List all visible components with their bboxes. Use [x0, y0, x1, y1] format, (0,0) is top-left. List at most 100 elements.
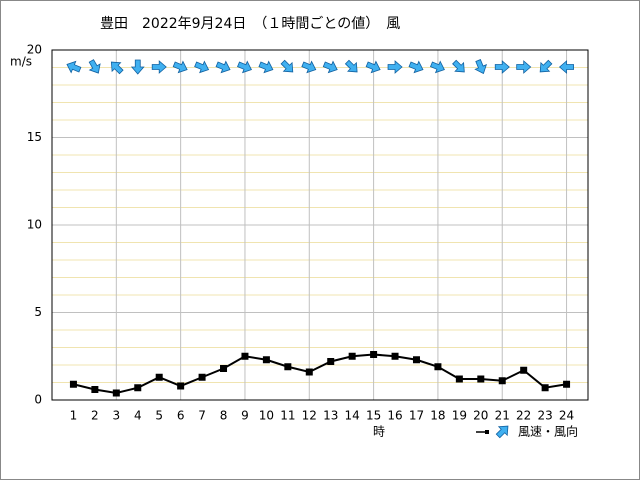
speed-marker	[520, 366, 528, 374]
y-tick-label: 5	[34, 305, 42, 319]
speed-marker	[498, 377, 506, 385]
wind-arrow-shape	[452, 59, 465, 73]
wind-arrow-shape	[110, 61, 124, 75]
x-tick-label: 4	[134, 409, 142, 423]
legend-arrow-shape	[495, 425, 509, 439]
wind-arrow	[344, 59, 358, 73]
x-tick-label: 18	[430, 409, 445, 423]
x-tick-label: 1	[70, 409, 78, 423]
speed-marker	[112, 389, 120, 397]
x-tick-label: 19	[452, 409, 467, 423]
wind-arrow-shape	[387, 60, 403, 74]
speed-marker	[134, 384, 142, 392]
speed-marker	[455, 375, 463, 383]
wind-arrow-shape	[194, 60, 210, 74]
wind-arrow-shape	[215, 60, 231, 74]
legend-marker	[485, 430, 489, 434]
wind-arrow	[387, 60, 403, 74]
x-tick-label: 12	[302, 409, 317, 423]
speed-marker	[305, 368, 313, 376]
x-tick-label: 21	[495, 409, 510, 423]
y-tick-label: 15	[27, 130, 42, 144]
x-axis-label: 時	[373, 425, 385, 439]
y-tick-label: 10	[27, 218, 42, 232]
wind-arrow	[280, 59, 294, 73]
wind-arrow	[237, 60, 252, 74]
wind-arrow-shape	[66, 60, 82, 74]
chart-title: 豊田 2022年9月24日 （１時間ごとの値） 風	[100, 16, 400, 32]
wind-arrow	[539, 59, 553, 73]
wind-arrow	[110, 61, 124, 75]
wind-arrow-shape	[258, 60, 274, 74]
x-tick-label: 3	[112, 409, 120, 423]
wind-arrow	[322, 60, 338, 74]
x-tick-label: 17	[409, 409, 424, 423]
x-tick-label: 22	[516, 409, 531, 423]
wind-arrow	[66, 60, 82, 74]
plot-area	[51, 49, 589, 401]
speed-marker	[198, 373, 206, 381]
speed-marker	[155, 373, 163, 381]
speed-marker	[477, 375, 485, 383]
speed-marker	[327, 358, 335, 365]
speed-marker	[69, 380, 77, 388]
speed-marker	[541, 384, 549, 392]
speed-marker	[434, 363, 442, 371]
wind-arrow-shape	[172, 60, 188, 74]
wind-arrow	[474, 59, 487, 75]
wind-arrow	[172, 60, 188, 74]
wind-arrow-shape	[429, 60, 445, 74]
wind-arrow-shape	[539, 59, 553, 73]
wind-arrow-shape	[344, 59, 358, 73]
wind-arrow-shape	[322, 60, 338, 74]
wind-arrow	[365, 60, 381, 74]
wind-arrow-shape	[151, 60, 167, 74]
wind-arrow	[215, 60, 231, 74]
speed-marker	[284, 363, 292, 371]
speed-marker	[563, 380, 571, 388]
x-tick-label: 8	[220, 409, 228, 423]
wind-arrow-shape	[494, 60, 510, 74]
wind-arrow-shape	[408, 60, 424, 74]
wind-arrow	[194, 60, 210, 74]
x-tick-label: 10	[259, 409, 274, 423]
wind-arrow-shape	[474, 59, 487, 75]
wind-arrow-shape	[88, 59, 101, 74]
x-tick-label: 20	[473, 409, 488, 423]
wind-arrow	[558, 60, 574, 74]
wind-arrow-shape	[130, 59, 145, 75]
x-tick-label: 9	[241, 409, 249, 423]
speed-marker	[412, 356, 420, 364]
speed-marker	[391, 352, 399, 360]
wind-arrow	[516, 60, 532, 74]
y-axis-label: m/s	[10, 55, 32, 69]
y-tick-label: 20	[27, 43, 42, 57]
wind-arrow-shape	[301, 60, 317, 74]
wind-arrow	[494, 60, 510, 74]
legend-arrow	[495, 425, 509, 439]
wind-arrow	[408, 60, 424, 74]
x-tick-label: 2	[91, 409, 99, 423]
speed-marker	[370, 351, 378, 358]
wind-arrow	[452, 59, 465, 73]
x-tick-label: 13	[323, 409, 338, 423]
wind-arrow	[429, 60, 445, 74]
wind-arrow-shape	[365, 60, 381, 74]
speed-marker	[91, 386, 99, 393]
x-tick-label: 24	[559, 409, 574, 423]
x-tick-label: 14	[345, 409, 360, 423]
wind-arrow-shape	[280, 59, 294, 73]
x-tick-label: 23	[537, 409, 552, 423]
wind-arrow-shape	[558, 60, 574, 74]
y-tick-label: 0	[34, 393, 42, 407]
speed-line	[73, 353, 567, 395]
x-tick-label: 11	[280, 409, 295, 423]
speed-marker	[348, 352, 356, 360]
x-tick-label: 7	[198, 409, 206, 423]
x-tick-label: 15	[366, 409, 381, 423]
wind-arrow	[130, 59, 145, 75]
wind-arrow	[88, 59, 101, 74]
speed-marker	[177, 382, 185, 390]
speed-marker	[262, 356, 270, 364]
